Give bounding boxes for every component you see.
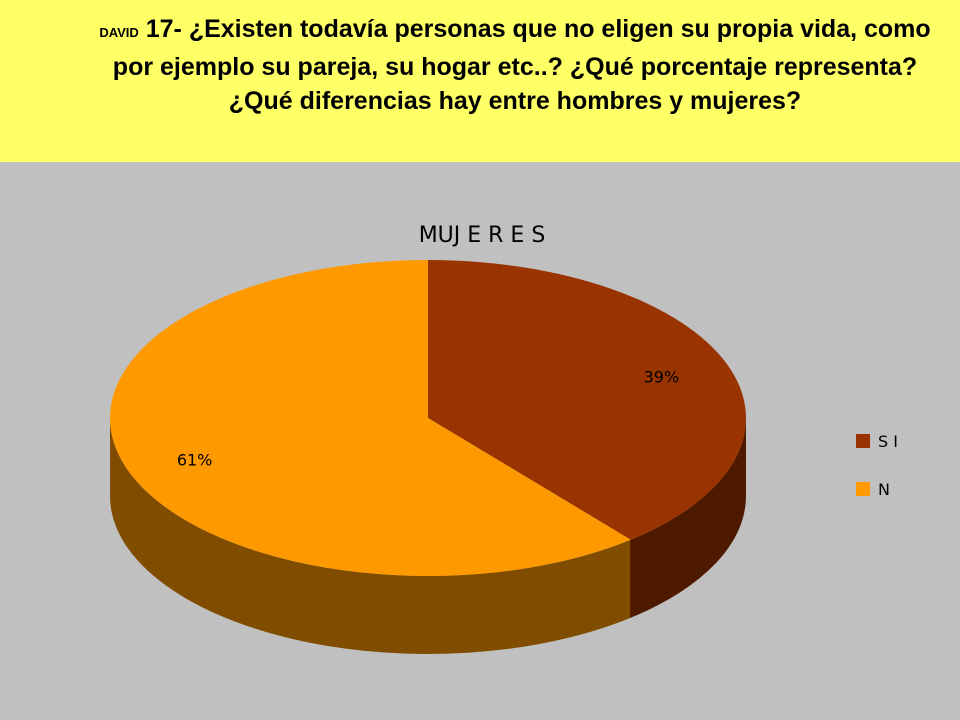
pie-side-1	[110, 418, 631, 654]
data-label-1: 61%	[177, 451, 213, 470]
pie-slice-0	[428, 260, 746, 540]
legend-label-1: N	[878, 480, 890, 499]
data-label-0: 39%	[644, 367, 680, 386]
pie-slice-1	[109, 260, 631, 576]
legend-swatch-1	[856, 482, 870, 496]
question-body: 17- ¿Existen todavía personas que no eli…	[112, 15, 931, 115]
legend: S I N	[856, 432, 898, 499]
question-author: DAVID	[99, 25, 139, 40]
pie-side-0	[630, 418, 746, 618]
pie-group: 39% 61%	[109, 260, 746, 654]
question-text: DAVID 17- ¿Existen todavía personas que …	[80, 12, 950, 118]
legend-label-0: S I	[878, 432, 898, 451]
question-banner: DAVID 17- ¿Existen todavía personas que …	[0, 0, 960, 162]
chart-title: MUJ E R E S	[419, 223, 546, 248]
legend-swatch-0	[856, 434, 870, 448]
